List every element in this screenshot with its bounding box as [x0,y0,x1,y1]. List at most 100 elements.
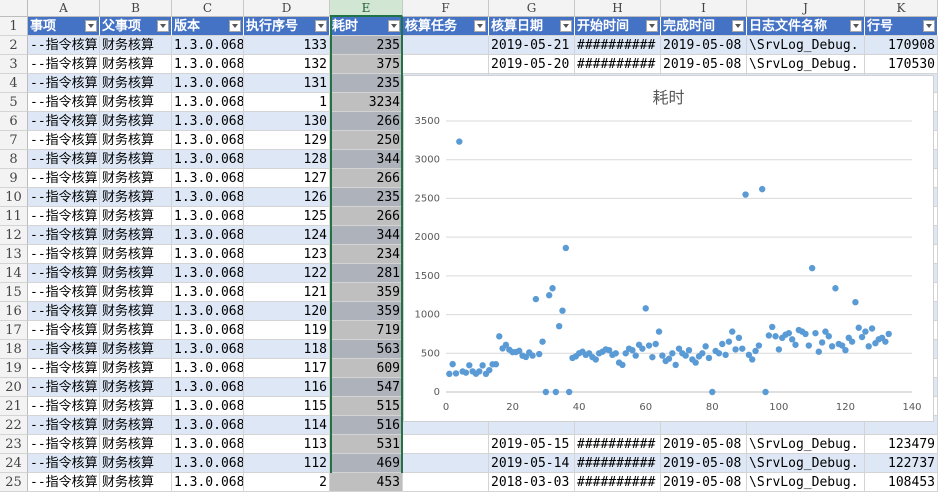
data-point[interactable] [462,369,470,376]
table-cell[interactable]: 127 [244,169,330,188]
table-cell[interactable]: 财务核算 [100,169,172,188]
data-point[interactable] [722,351,729,359]
row-header[interactable]: 10 [0,188,28,207]
row-header[interactable]: 4 [0,74,28,93]
data-point[interactable] [452,370,460,377]
data-point[interactable] [446,370,453,378]
data-point[interactable] [715,350,723,357]
data-point[interactable] [775,346,783,353]
column-header-k[interactable]: K [865,0,938,17]
filter-dropdown-icon[interactable] [850,20,862,32]
table-cell[interactable]: 2019-05-08 [661,55,747,74]
column-header-j[interactable]: J [747,0,865,17]
table-cell[interactable]: --指令核算 [28,207,100,226]
table-cell[interactable]: 531 [330,435,403,454]
data-point[interactable] [539,338,546,345]
data-point[interactable] [565,388,573,396]
table-cell[interactable]: --指令核算 [28,397,100,416]
table-cell[interactable]: --指令核算 [28,74,100,93]
table-cell[interactable]: --指令核算 [28,454,100,473]
table-cell[interactable]: ########## [575,454,661,473]
table-header-cell[interactable]: 事项 [28,17,100,36]
data-point[interactable] [755,342,763,349]
data-point[interactable] [842,346,849,354]
table-cell[interactable]: 170908 [865,36,938,55]
table-cell[interactable]: --指令核算 [28,112,100,131]
row-header[interactable]: 16 [0,302,28,321]
data-point[interactable] [562,244,570,252]
data-point[interactable] [642,305,649,312]
table-cell[interactable]: 2019-05-08 [661,435,747,454]
data-point[interactable] [649,353,656,361]
data-point[interactable] [818,339,826,346]
table-cell[interactable]: 133 [244,36,330,55]
table-cell[interactable]: 112 [244,454,330,473]
table-cell[interactable]: 1.3.0.068 [172,397,244,416]
table-cell[interactable]: 1.3.0.068 [172,93,244,112]
column-header-i[interactable]: I [661,0,747,17]
table-cell[interactable] [403,55,489,74]
data-point[interactable] [669,350,676,357]
table-cell[interactable] [403,473,489,492]
table-cell[interactable]: --指令核算 [28,302,100,321]
table-cell[interactable]: \SrvLog_Debug. [747,36,865,55]
table-cell[interactable]: 1.3.0.068 [172,473,244,492]
table-cell[interactable]: 1.3.0.068 [172,188,244,207]
table-cell[interactable]: 财务核算 [100,74,172,93]
filter-dropdown-icon[interactable] [923,20,935,32]
table-cell[interactable]: 1.3.0.068 [172,378,244,397]
table-cell[interactable]: 344 [330,226,403,245]
data-point[interactable] [815,348,822,355]
data-point[interactable] [792,341,799,348]
table-cell[interactable]: 266 [330,169,403,188]
data-point[interactable] [522,353,530,361]
data-point[interactable] [802,330,809,338]
table-cell[interactable]: 129 [244,131,330,150]
table-cell[interactable]: ########## [575,473,661,492]
table-cell[interactable]: 114 [244,416,330,435]
table-cell[interactable]: --指令核算 [28,150,100,169]
data-point[interactable] [516,347,523,355]
data-point[interactable] [788,336,796,343]
data-point[interactable] [545,292,553,299]
data-point[interactable] [759,185,766,193]
data-point[interactable] [675,345,683,352]
row-header[interactable]: 8 [0,150,28,169]
table-cell[interactable]: 1.3.0.068 [172,416,244,435]
table-cell[interactable]: 财务核算 [100,245,172,264]
table-cell[interactable]: --指令核算 [28,131,100,150]
data-point[interactable] [476,368,483,375]
table-header-cell[interactable]: 版本 [172,17,244,36]
table-cell[interactable]: 3234 [330,93,403,112]
table-cell[interactable]: --指令核算 [28,435,100,454]
table-cell[interactable]: 170530 [865,55,938,74]
row-header[interactable]: 20 [0,378,28,397]
table-cell[interactable]: 2019-05-08 [661,36,747,55]
data-point[interactable] [685,346,693,354]
filter-dropdown-icon[interactable] [157,20,169,32]
row-header[interactable]: 14 [0,264,28,283]
data-point[interactable] [812,329,819,337]
table-cell[interactable]: --指令核算 [28,416,100,435]
row-header[interactable]: 12 [0,226,28,245]
data-point[interactable] [659,352,666,359]
row-header[interactable]: 7 [0,131,28,150]
table-header-cell[interactable]: 耗时 [330,17,403,36]
data-point[interactable] [762,388,769,396]
table-cell[interactable]: 财务核算 [100,321,172,340]
table-cell[interactable]: 1.3.0.068 [172,340,244,359]
table-cell[interactable]: 469 [330,454,403,473]
data-point[interactable] [622,350,629,357]
table-cell[interactable]: 235 [330,74,403,93]
table-cell[interactable]: 123479 [865,435,938,454]
table-cell[interactable]: 财务核算 [100,188,172,207]
row-header[interactable]: 19 [0,359,28,378]
data-point[interactable] [456,138,463,145]
table-cell[interactable]: 344 [330,150,403,169]
data-point[interactable] [502,341,510,349]
data-point[interactable] [885,330,892,338]
table-cell[interactable]: --指令核算 [28,473,100,492]
table-cell[interactable]: 1.3.0.068 [172,36,244,55]
table-cell[interactable]: 117 [244,359,330,378]
data-point[interactable] [739,345,746,352]
